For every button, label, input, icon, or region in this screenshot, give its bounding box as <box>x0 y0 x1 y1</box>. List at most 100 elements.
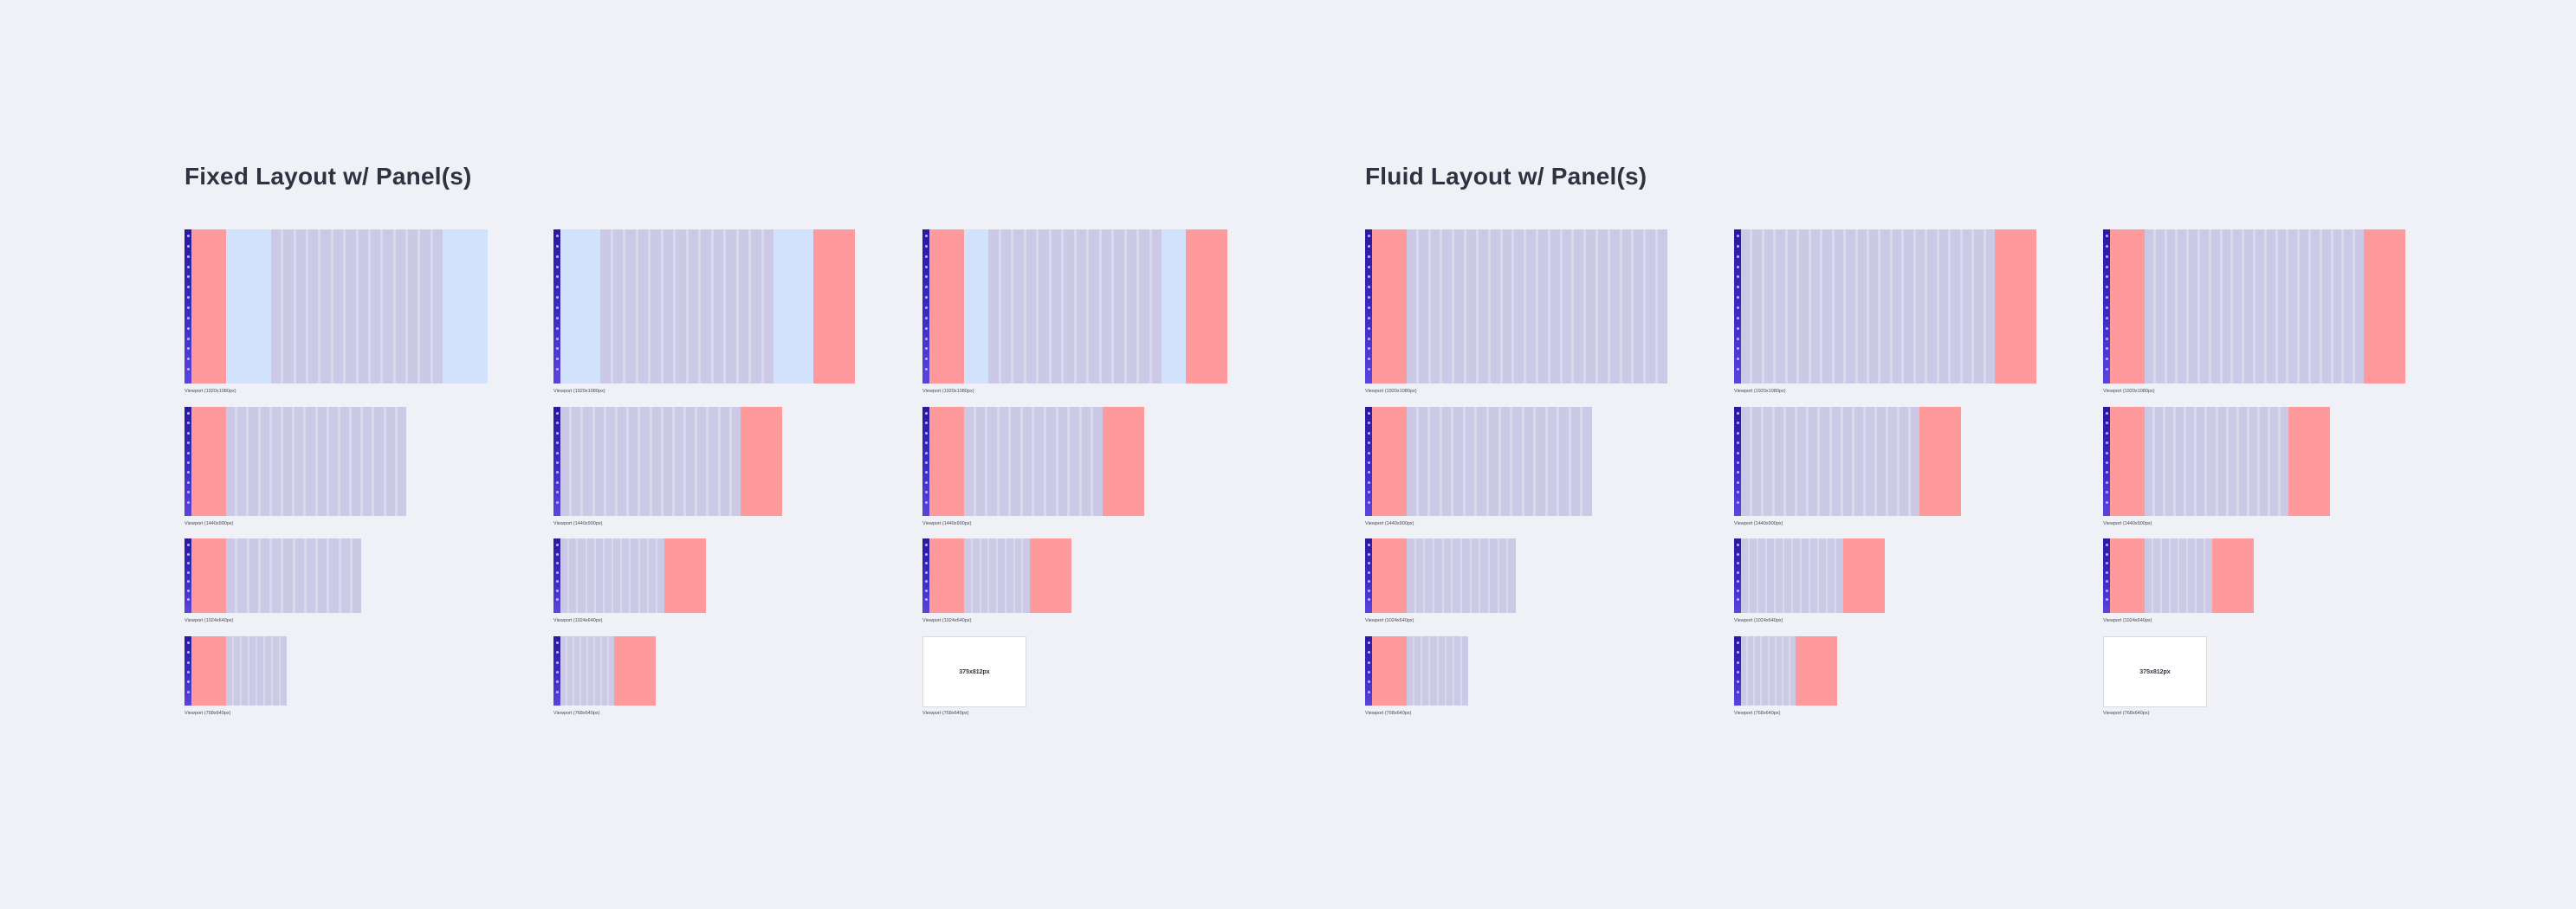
nav-icon <box>924 255 928 258</box>
sidebar-nav <box>553 229 560 384</box>
side-panel <box>929 407 964 516</box>
grid-columns <box>1741 229 1995 384</box>
nav-icon <box>924 235 928 237</box>
nav-icon <box>1736 580 1739 583</box>
grid-column <box>2162 538 2169 613</box>
nav-icon <box>555 690 559 693</box>
nav-icon <box>555 286 559 289</box>
grid-column <box>1414 636 1421 706</box>
nav-icon <box>1367 471 1370 474</box>
grid-column <box>1000 229 1011 384</box>
fluid-viewport-xl-variant-1 <box>1365 229 1667 384</box>
grid-column <box>1453 407 1463 516</box>
nav-icon <box>1736 500 1739 504</box>
nav-icon <box>924 571 928 574</box>
side-panel <box>741 407 782 516</box>
grid-column <box>317 407 327 516</box>
nav-icon <box>555 562 559 565</box>
nav-icon <box>1367 562 1370 565</box>
nav-icon <box>2105 296 2108 300</box>
grid-column <box>2300 229 2308 384</box>
fluid-viewport-lg-variant-3 <box>2103 407 2330 516</box>
grid-column <box>234 636 240 706</box>
grid-column <box>2344 229 2353 384</box>
grid-columns <box>1407 538 1516 613</box>
nav-icon <box>924 598 928 602</box>
sidebar-nav <box>553 538 560 613</box>
grid-column <box>260 538 269 613</box>
fixed-viewport-sm-variant-1 <box>184 636 287 706</box>
grid-column <box>2205 538 2212 613</box>
layout-margin <box>443 229 488 384</box>
grid-column <box>340 407 350 516</box>
viewport-caption: Viewport (1024x640px) <box>553 618 603 623</box>
grid-column <box>1880 229 1890 384</box>
nav-icon <box>2105 265 2108 268</box>
nav-icon <box>924 306 928 309</box>
nav-icon <box>1367 431 1370 435</box>
nav-icon <box>186 562 190 565</box>
grid-column <box>1023 538 1030 613</box>
grid-column <box>318 538 327 613</box>
grid-column <box>1767 538 1774 613</box>
grid-column <box>1974 229 1984 384</box>
nav-icon <box>1367 412 1370 415</box>
grid-column <box>674 407 684 516</box>
grid-column <box>1430 407 1440 516</box>
grid-column <box>686 407 696 516</box>
grid-column <box>1151 229 1162 384</box>
grid-column <box>1586 229 1595 384</box>
nav-icon <box>2105 412 2108 415</box>
grid-column <box>1536 407 1545 516</box>
grid-column <box>1046 407 1056 516</box>
nav-icon <box>1736 244 1739 248</box>
grid-column <box>358 229 368 384</box>
grid-column <box>2255 229 2264 384</box>
grid-column <box>688 229 698 384</box>
viewport-caption: Viewport (768x640px) <box>922 711 969 716</box>
grid-column <box>2238 407 2247 516</box>
nav-icon <box>186 296 190 300</box>
nav-icon <box>1367 544 1370 546</box>
grid-column <box>271 229 282 384</box>
grid-column <box>1441 407 1452 516</box>
nav-icon <box>1367 358 1370 361</box>
grid-column <box>407 229 418 384</box>
grid-column <box>588 636 593 706</box>
grid-column <box>964 538 971 613</box>
nav-icon <box>555 461 559 464</box>
nav-icon <box>1736 641 1739 644</box>
grid-column <box>1471 538 1479 613</box>
grid-column <box>560 538 568 613</box>
grid-column <box>306 538 315 613</box>
sidebar-nav <box>1734 538 1741 613</box>
grid-column <box>987 407 997 516</box>
nav-icon <box>555 661 559 664</box>
fixed-viewport-md-variant-2 <box>553 538 706 613</box>
side-panel <box>1796 636 1837 706</box>
grid-columns <box>1407 229 1667 384</box>
side-panel <box>191 538 226 613</box>
grid-column <box>1508 538 1516 613</box>
grid-column <box>2155 407 2164 516</box>
grid-column <box>1480 538 1489 613</box>
grid-column <box>595 636 600 706</box>
grid-column <box>1831 407 1841 516</box>
grid-column <box>2207 407 2216 516</box>
sidebar-nav <box>2103 407 2110 516</box>
grid-column <box>1407 229 1416 384</box>
nav-icon <box>1736 571 1739 574</box>
viewport-caption: Viewport (1024x640px) <box>1734 618 1783 623</box>
sidebar-nav <box>553 407 560 516</box>
grid-column <box>1434 538 1442 613</box>
grid-column <box>1762 636 1768 706</box>
grid-columns <box>560 407 741 516</box>
fluid-viewport-lg-variant-1 <box>1365 407 1592 516</box>
grid-column <box>249 407 258 516</box>
grid-column <box>308 229 319 384</box>
nav-icon <box>186 500 190 504</box>
grid-column <box>2233 229 2243 384</box>
grid-column <box>374 407 384 516</box>
grid-column <box>432 229 443 384</box>
grid-column <box>1752 407 1762 516</box>
